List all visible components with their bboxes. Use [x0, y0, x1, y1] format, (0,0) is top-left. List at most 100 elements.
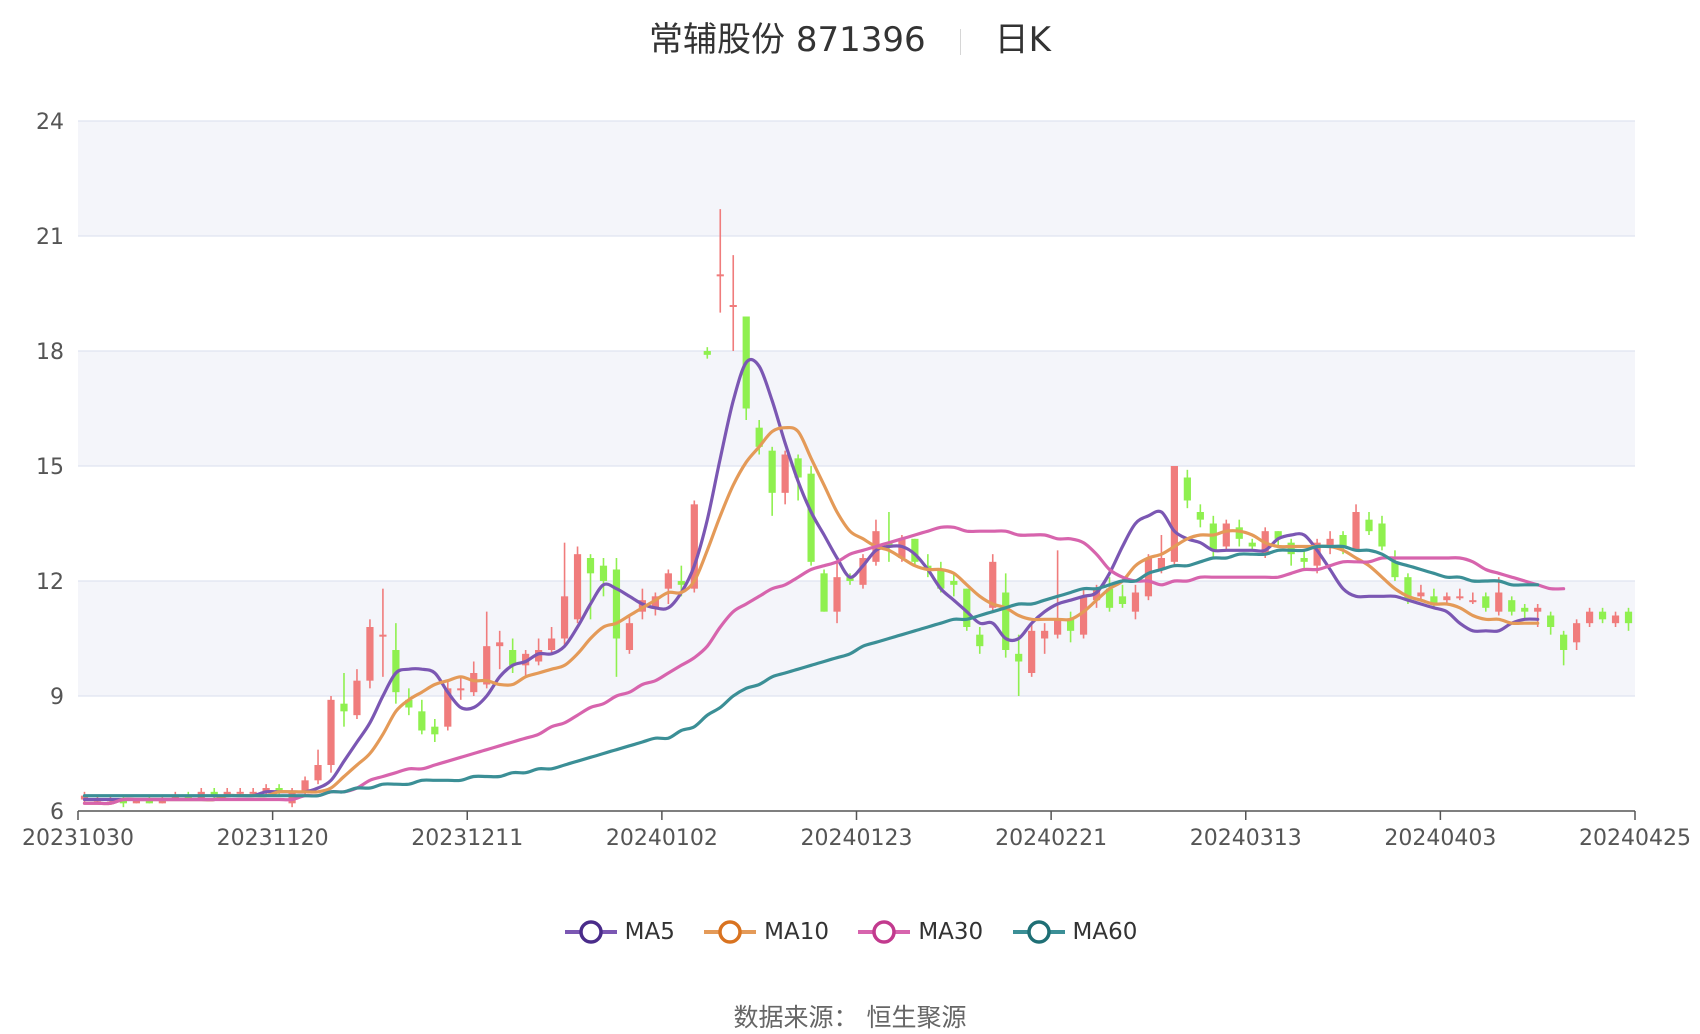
candle-body	[379, 634, 387, 637]
candle-body	[677, 581, 685, 585]
y-tick-label: 9	[50, 685, 64, 710]
candle-body	[522, 653, 530, 666]
candle-body	[1585, 611, 1594, 624]
ma-line-ma60	[82, 544, 1540, 798]
candle-body	[612, 569, 621, 639]
candle-body	[664, 573, 672, 589]
candle-body	[1521, 607, 1529, 612]
candle-body	[1028, 630, 1036, 673]
x-tick-label: 20240123	[801, 826, 913, 851]
candle-body	[132, 799, 140, 804]
kline-chart: 6 9 12 15 18 21 24 20231030 20231120 20231211 2024…	[22, 110, 1691, 851]
candle-body	[1235, 527, 1243, 539]
candle-body	[1313, 542, 1321, 566]
candle-body	[768, 450, 776, 493]
candle-body	[80, 795, 89, 800]
candle-body	[483, 646, 491, 685]
candle-body	[366, 627, 374, 681]
candle-body	[535, 650, 543, 662]
candle-body	[262, 788, 270, 792]
candle-body	[898, 538, 906, 558]
legend-item-ma30[interactable]: MA30	[856, 918, 983, 946]
candle-body	[1443, 596, 1451, 601]
legend-item-ma60[interactable]: MA60	[1011, 918, 1138, 946]
candle-body	[1417, 592, 1425, 597]
candle-body	[794, 458, 802, 478]
plot-band	[78, 121, 1635, 236]
candle-body	[1300, 558, 1308, 562]
candle-body	[470, 673, 478, 693]
candle-body	[301, 780, 309, 792]
candle-body	[340, 703, 348, 712]
legend-label-ma60: MA60	[1072, 919, 1138, 945]
candle-body	[937, 569, 945, 589]
candle-body	[1170, 466, 1178, 562]
legend-marker-ma10	[704, 920, 757, 944]
candle-body	[638, 600, 647, 612]
candle-body	[1131, 592, 1140, 612]
candle-body	[807, 473, 815, 562]
candle-body	[950, 581, 958, 585]
candle-body	[457, 688, 465, 691]
x-tick-label: 20231030	[22, 826, 134, 851]
candle-body	[1105, 588, 1114, 608]
candle-body	[1079, 596, 1088, 635]
candle-body	[1430, 596, 1438, 604]
candle-body	[1391, 561, 1399, 578]
candle-body	[1326, 538, 1334, 547]
legend-marker-ma60	[1012, 920, 1065, 944]
legend-item-ma10[interactable]: MA10	[702, 918, 829, 946]
y-tick-label: 12	[36, 570, 64, 595]
candle-body	[781, 454, 789, 493]
x-tick-label: 20231120	[217, 826, 329, 851]
candle-body	[586, 558, 595, 574]
candle-body	[560, 596, 569, 639]
candle-body	[1339, 535, 1347, 547]
candle-body	[184, 795, 192, 800]
candle-body	[1183, 477, 1191, 501]
legend-item-ma5[interactable]: MA5	[563, 918, 675, 946]
candle-body	[599, 565, 608, 581]
candle-body	[119, 799, 128, 804]
candle-body	[210, 791, 218, 796]
candle-body	[1274, 531, 1282, 539]
period-label: 日K	[994, 20, 1051, 60]
candle-body	[1547, 615, 1555, 627]
candle-body	[729, 305, 737, 307]
candle-body	[1598, 611, 1607, 620]
candle-body	[1144, 558, 1153, 597]
legend-marker-ma5	[564, 920, 617, 944]
y-tick-label: 24	[36, 110, 64, 135]
candle-body	[1456, 596, 1464, 599]
chart-title: 常辅股份 871396 日K	[0, 12, 1700, 61]
candle-body	[444, 688, 452, 727]
data-source-name: 恒生聚源	[866, 1003, 967, 1032]
candle-body	[846, 577, 854, 581]
candle-body	[1287, 542, 1295, 555]
legend: MA5 MA10 MA30 MA60	[0, 918, 1700, 946]
moving-average-lines	[82, 357, 1566, 806]
candle-body	[327, 699, 335, 765]
y-tick-label: 18	[36, 340, 64, 365]
candle-body	[1560, 634, 1568, 650]
legend-label-ma10: MA10	[764, 919, 830, 945]
data-source-label: 数据来源：	[733, 1003, 859, 1032]
candle-body	[651, 596, 659, 608]
y-tick-label: 21	[36, 225, 64, 250]
candle-body	[1404, 577, 1412, 601]
candle-body	[963, 588, 971, 627]
legend-label-ma5: MA5	[624, 919, 675, 945]
legend-label-ma30: MA30	[918, 919, 984, 945]
candle-body	[1624, 611, 1633, 624]
candle-body	[703, 351, 711, 355]
stock-name: 常辅股份	[649, 20, 786, 60]
y-tick-label: 6	[50, 800, 64, 825]
candle-body	[1041, 630, 1049, 639]
x-tick-label: 20240403	[1384, 826, 1496, 851]
plot-band	[78, 581, 1635, 696]
candle-body	[1482, 596, 1490, 608]
candle-body	[223, 791, 231, 796]
candle-body	[690, 504, 698, 589]
x-tick-label: 20231211	[411, 826, 523, 851]
candle-body	[1222, 523, 1230, 547]
